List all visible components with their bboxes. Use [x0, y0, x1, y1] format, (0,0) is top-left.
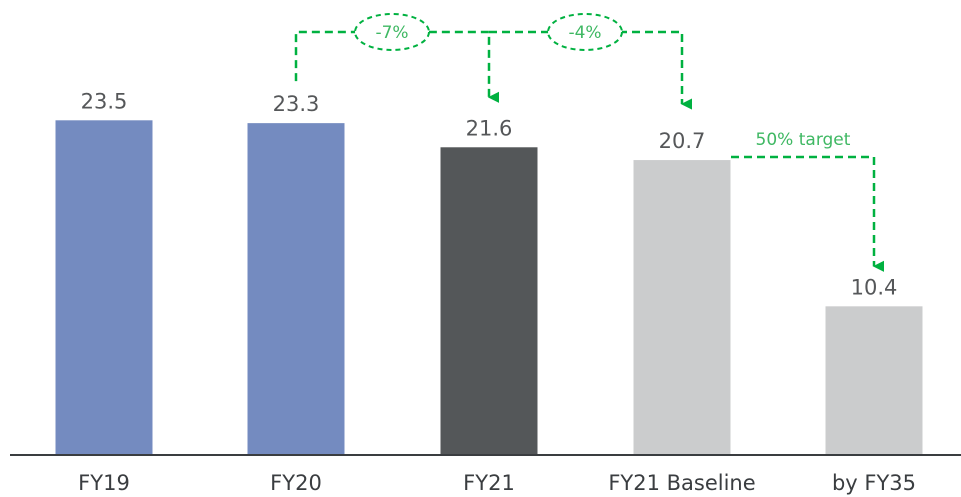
- bar-fy21: [440, 147, 538, 454]
- badge-minus-4-percent: -4%: [568, 23, 601, 43]
- badge-minus-7-percent: -7%: [375, 23, 408, 43]
- value-label-fy21-baseline: 20.7: [659, 129, 706, 153]
- bar-fy21-baseline: [633, 160, 731, 454]
- value-label-fy21: 21.6: [466, 116, 513, 140]
- category-label-by-fy35: by FY35: [832, 471, 916, 495]
- target-label: 50% target: [756, 130, 851, 150]
- bar-fy19: [55, 120, 153, 455]
- category-label-fy19: FY19: [78, 471, 130, 495]
- category-label-fy21: FY21: [463, 471, 515, 495]
- value-label-by-fy35: 10.4: [851, 275, 898, 299]
- badge-minus-4-percent-outline: [547, 13, 623, 51]
- category-label-fy21-baseline: FY21 Baseline: [608, 471, 755, 495]
- connector-fy21-to-baseline: [489, 30, 693, 110]
- connector-baseline-to-fy35: [731, 155, 885, 272]
- value-label-fy19: 23.5: [81, 89, 128, 113]
- bar-fy20: [247, 123, 345, 454]
- value-label-fy20: 23.3: [273, 92, 320, 116]
- badge-minus-7-percent-outline: [354, 13, 430, 51]
- category-label-fy20: FY20: [270, 471, 322, 495]
- bar-by-fy35: [825, 306, 923, 454]
